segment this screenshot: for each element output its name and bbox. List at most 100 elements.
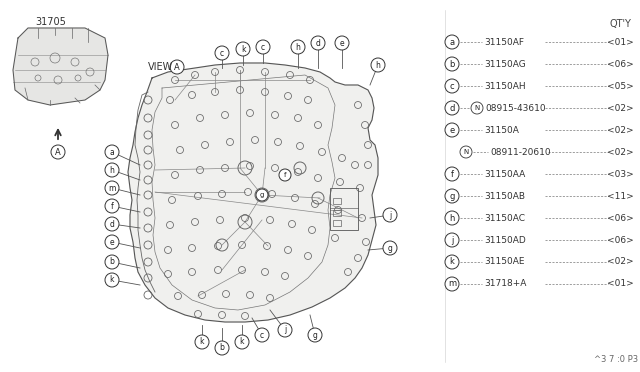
Text: A: A	[55, 148, 61, 157]
Text: 08911-20610: 08911-20610	[490, 148, 550, 157]
Circle shape	[105, 255, 119, 269]
Text: d: d	[316, 38, 321, 48]
Circle shape	[445, 277, 459, 291]
Circle shape	[235, 335, 249, 349]
Text: <06>: <06>	[607, 60, 634, 68]
Text: <06>: <06>	[607, 214, 634, 222]
Circle shape	[445, 211, 459, 225]
Text: f: f	[284, 172, 286, 178]
Text: 31150AD: 31150AD	[484, 235, 525, 244]
Circle shape	[105, 273, 119, 287]
Circle shape	[195, 335, 209, 349]
Polygon shape	[128, 63, 378, 322]
Text: k: k	[449, 257, 454, 266]
Text: h: h	[109, 166, 115, 174]
Text: h: h	[296, 42, 300, 51]
Text: c: c	[261, 42, 265, 51]
Circle shape	[445, 123, 459, 137]
Text: <02>: <02>	[607, 125, 634, 135]
Circle shape	[256, 40, 270, 54]
Text: m: m	[108, 183, 116, 192]
Text: e: e	[109, 237, 115, 247]
Text: 31718+A: 31718+A	[484, 279, 526, 289]
Text: k: k	[240, 337, 244, 346]
Text: h: h	[449, 214, 454, 222]
Circle shape	[279, 169, 291, 181]
Text: c: c	[220, 48, 224, 58]
Circle shape	[471, 102, 483, 114]
Text: 31705: 31705	[35, 17, 66, 27]
Text: <01>: <01>	[607, 38, 634, 46]
Circle shape	[460, 146, 472, 158]
Text: N: N	[474, 105, 479, 111]
Text: 08915-43610: 08915-43610	[485, 103, 546, 112]
Text: e: e	[449, 125, 454, 135]
Circle shape	[215, 341, 229, 355]
Text: j: j	[451, 235, 453, 244]
Text: d: d	[449, 103, 454, 112]
Text: g: g	[260, 192, 264, 198]
Circle shape	[445, 35, 459, 49]
Text: QT'Y: QT'Y	[609, 19, 631, 29]
Circle shape	[445, 57, 459, 71]
Text: 31150A: 31150A	[484, 125, 519, 135]
Circle shape	[291, 40, 305, 54]
Text: <02>: <02>	[607, 103, 634, 112]
Circle shape	[445, 255, 459, 269]
Text: a: a	[109, 148, 115, 157]
Text: a: a	[449, 38, 454, 46]
Text: b: b	[220, 343, 225, 353]
Text: 31150AH: 31150AH	[484, 81, 525, 90]
Text: <03>: <03>	[607, 170, 634, 179]
Circle shape	[105, 181, 119, 195]
Circle shape	[105, 217, 119, 231]
Text: e: e	[340, 38, 344, 48]
Circle shape	[445, 189, 459, 203]
Circle shape	[215, 46, 229, 60]
Circle shape	[105, 145, 119, 159]
Text: ^3 7 :0 P3: ^3 7 :0 P3	[594, 355, 638, 364]
Text: 31150AE: 31150AE	[484, 257, 525, 266]
Circle shape	[311, 36, 325, 50]
Text: f: f	[111, 202, 113, 211]
Text: k: k	[109, 276, 115, 285]
Text: 31150AB: 31150AB	[484, 192, 525, 201]
Text: <11>: <11>	[607, 192, 634, 201]
Circle shape	[105, 235, 119, 249]
Text: <05>: <05>	[607, 81, 634, 90]
Circle shape	[445, 79, 459, 93]
Circle shape	[236, 42, 250, 56]
Circle shape	[335, 36, 349, 50]
Circle shape	[445, 101, 459, 115]
Polygon shape	[13, 28, 108, 105]
Text: d: d	[109, 219, 115, 228]
Text: g: g	[312, 330, 317, 340]
Circle shape	[105, 199, 119, 213]
Circle shape	[445, 233, 459, 247]
Text: <01>: <01>	[607, 279, 634, 289]
Text: k: k	[241, 45, 245, 54]
Text: k: k	[200, 337, 204, 346]
Text: A: A	[174, 62, 180, 71]
Text: N: N	[463, 149, 468, 155]
Text: j: j	[284, 326, 286, 334]
Circle shape	[383, 208, 397, 222]
Text: VIEW: VIEW	[148, 62, 173, 72]
Text: 31150AA: 31150AA	[484, 170, 525, 179]
Text: m: m	[448, 279, 456, 289]
Text: <02>: <02>	[607, 148, 634, 157]
Text: g: g	[449, 192, 454, 201]
Text: f: f	[451, 170, 454, 179]
Text: c: c	[260, 330, 264, 340]
Circle shape	[445, 167, 459, 181]
Circle shape	[105, 163, 119, 177]
Circle shape	[371, 58, 385, 72]
Text: c: c	[450, 81, 454, 90]
Text: h: h	[376, 61, 380, 70]
Circle shape	[383, 241, 397, 255]
Text: 31150AC: 31150AC	[484, 214, 525, 222]
Circle shape	[51, 145, 65, 159]
Text: <06>: <06>	[607, 235, 634, 244]
Text: 31150AF: 31150AF	[484, 38, 524, 46]
Circle shape	[170, 60, 184, 74]
